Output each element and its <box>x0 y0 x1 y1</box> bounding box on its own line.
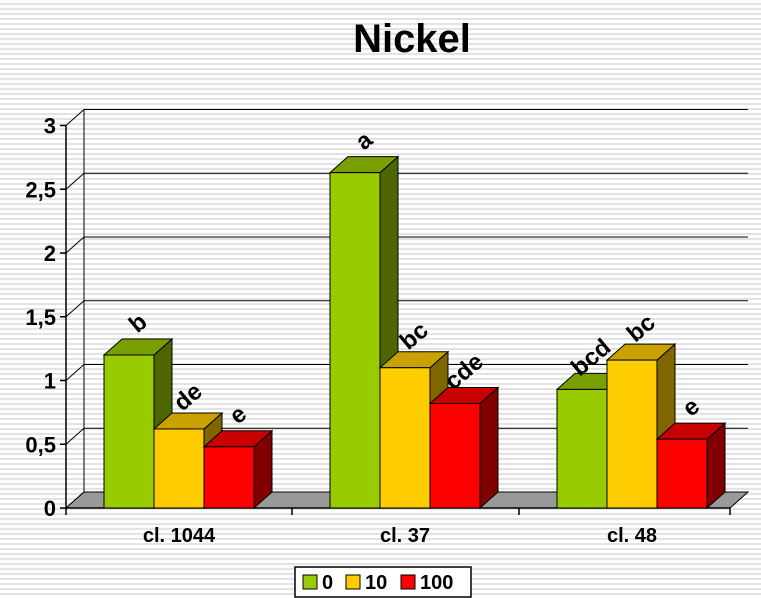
bar <box>202 429 274 510</box>
data-label: bc <box>622 309 661 348</box>
chart-title: Nickel <box>353 17 471 61</box>
gridline-depth <box>65 300 85 318</box>
x-tick-label: cl. 1044 <box>143 525 216 547</box>
y-tick-label: 3 <box>44 114 56 139</box>
legend: 0 10 100 <box>294 566 472 598</box>
y-tick-label: 1,5 <box>25 305 56 330</box>
bar-front <box>429 402 481 509</box>
legend-entry: 0 <box>322 572 333 594</box>
bar-front <box>606 359 658 509</box>
legend-swatch <box>400 574 416 590</box>
bar-front <box>103 354 155 509</box>
data-label: a <box>350 126 378 156</box>
y-tick-label: 1 <box>44 369 56 394</box>
gridline-depth <box>65 109 85 126</box>
bar-front <box>656 438 708 509</box>
legend-entry: 10 <box>365 572 387 594</box>
data-label: de <box>169 378 208 417</box>
y-tick-label: 0,5 <box>25 432 56 457</box>
legend-entry: 100 <box>420 572 453 594</box>
legend-box <box>294 566 472 598</box>
bar <box>428 386 500 510</box>
data-label: bc <box>395 317 434 356</box>
bar-side <box>479 386 499 510</box>
bar <box>655 422 727 510</box>
bar-front <box>556 388 608 509</box>
bar-front <box>379 367 431 509</box>
gridline-depth <box>65 236 85 254</box>
gridline-depth <box>65 427 85 445</box>
data-label: e <box>677 393 705 422</box>
legend-swatch <box>345 574 361 590</box>
data-label: b <box>124 308 153 338</box>
bar-front <box>153 428 205 509</box>
x-tick-label: cl. 48 <box>607 525 657 547</box>
gridline-depth <box>65 364 85 381</box>
data-label: e <box>224 400 252 429</box>
gridline-depth <box>65 172 85 190</box>
legend-swatch <box>302 574 318 590</box>
y-tick-label: 2 <box>44 241 56 266</box>
bar-front <box>203 446 255 509</box>
y-tick-label: 0 <box>44 496 56 521</box>
x-tick-label: cl. 37 <box>380 525 430 547</box>
y-tick-label: 2,5 <box>25 177 56 202</box>
bar-front <box>329 172 381 509</box>
